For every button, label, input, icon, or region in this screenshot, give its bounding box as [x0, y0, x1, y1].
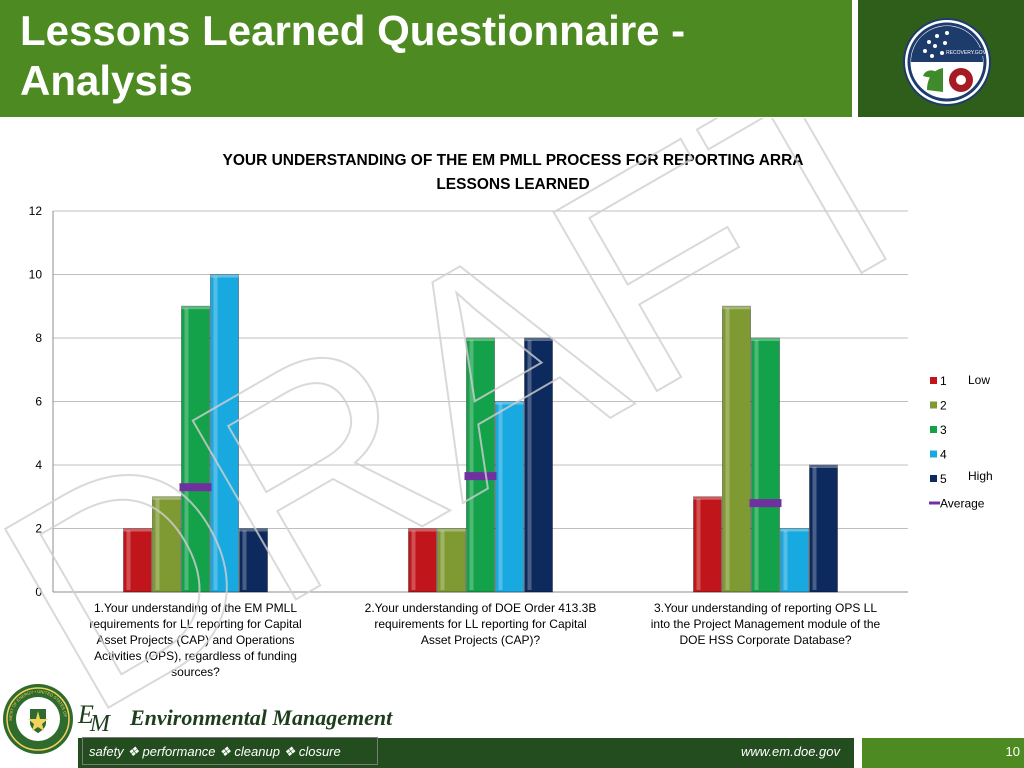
- legend-label-3: 3: [940, 423, 947, 437]
- legend-label-4: 4: [940, 448, 947, 462]
- legend-note-low: Low: [968, 373, 990, 387]
- bar-series-1-cat-3: [693, 496, 722, 593]
- legend-swatch-5: [930, 475, 937, 482]
- category-label-2-line-2: requirements for LL reporting for Capita…: [374, 617, 586, 631]
- footer-page-panel: [862, 738, 1024, 768]
- bar-series-2-cat-2: [437, 528, 466, 593]
- category-label-3-line-1: 3.Your understanding of reporting OPS LL: [654, 601, 877, 615]
- y-tick-label: 4: [35, 458, 42, 472]
- legend-label-5: 5: [940, 472, 947, 486]
- footer-website-link[interactable]: www.em.doe.gov: [741, 744, 840, 759]
- legend-label-1: 1: [940, 374, 947, 388]
- category-label-3-line-3: DOE HSS Corporate Database?: [679, 633, 851, 647]
- category-label-3-line-2: into the Project Management module of th…: [651, 617, 881, 631]
- bar-chart: YOUR UNDERSTANDING OF THE EM PMLL PROCES…: [29, 152, 993, 679]
- category-label-2-line-1: 2.Your understanding of DOE Order 413.3B: [365, 601, 597, 615]
- page-number: 10: [1005, 744, 1020, 759]
- footer-tagline: safety ❖ performance ❖ cleanup ❖ closure: [82, 737, 378, 765]
- y-tick-label: 6: [35, 395, 42, 409]
- em-monogram: EM: [78, 700, 110, 737]
- svg-text:RECOVERY.GOV: RECOVERY.GOV: [946, 50, 986, 56]
- bar-series-3-cat-1: [181, 305, 210, 593]
- y-tick-label: 8: [35, 331, 42, 345]
- bar-series-4-cat-3: [780, 528, 809, 593]
- bar-series-1-cat-1: [123, 528, 152, 593]
- average-marker-cat-2: [464, 472, 497, 481]
- bar-series-3-cat-3: [751, 337, 780, 593]
- bar-series-4-cat-1: [210, 274, 239, 593]
- category-label-1-line-5: sources?: [171, 665, 220, 679]
- legend-swatch-1: [930, 377, 937, 384]
- legend-swatch-average: [929, 501, 940, 505]
- bar-series-2-cat-3: [722, 305, 751, 593]
- bar-series-5-cat-3: [809, 464, 838, 593]
- bar-series-5-cat-1: [239, 528, 268, 593]
- legend-label-average: Average: [940, 497, 985, 511]
- legend-note-high: High: [968, 469, 993, 483]
- category-label-1-line-3: Asset Projects (CAP) and Operations: [96, 633, 294, 647]
- bar-series-1-cat-2: [408, 528, 437, 593]
- legend-swatch-3: [930, 426, 937, 433]
- slide-title: Lessons Learned Questionnaire - Analysis: [20, 6, 840, 106]
- legend-label-2: 2: [940, 399, 947, 413]
- average-marker-cat-1: [179, 483, 212, 492]
- org-name: Environmental Management: [130, 705, 393, 730]
- bar-series-4-cat-2: [495, 401, 524, 593]
- chart-title-line-2: LESSONS LEARNED: [436, 176, 589, 193]
- y-tick-label: 2: [35, 522, 42, 536]
- y-tick-label: 10: [29, 268, 43, 282]
- bar-series-3-cat-2: [466, 337, 495, 593]
- average-marker-cat-3: [749, 499, 782, 508]
- bar-series-2-cat-1: [152, 496, 181, 593]
- slide-title-line-2: Analysis: [20, 57, 193, 104]
- slide-title-line-1: Lessons Learned Questionnaire -: [20, 7, 686, 54]
- category-label-1-line-1: 1.Your understanding of the EM PMLL: [94, 601, 297, 615]
- y-tick-label: 0: [35, 585, 42, 599]
- category-label-1-line-4: Activities (OPS), regardless of funding: [94, 649, 297, 663]
- recovery-gov-logo: RECOVERY.GOV: [903, 18, 991, 106]
- category-label-1-line-2: requirements for LL reporting for Capita…: [89, 617, 301, 631]
- legend-swatch-4: [930, 450, 937, 458]
- category-label-2-line-3: Asset Projects (CAP)?: [421, 633, 541, 647]
- bar-series-5-cat-2: [524, 337, 553, 593]
- doe-seal-logo: DEPARTMENT OF ENERGY • UNITED STATES OF …: [2, 683, 73, 754]
- chart-title-line-1: YOUR UNDERSTANDING OF THE EM PMLL PROCES…: [223, 152, 804, 169]
- header-bar: [0, 0, 852, 117]
- legend-swatch-2: [930, 401, 937, 409]
- y-tick-label: 12: [29, 204, 43, 218]
